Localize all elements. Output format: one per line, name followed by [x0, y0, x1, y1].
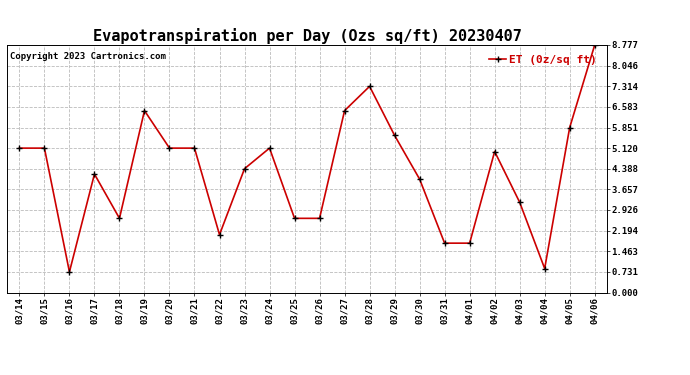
ET (0z/sq ft): [315, 216, 324, 220]
ET (0z/sq ft): [515, 200, 524, 204]
ET (0z/sq ft): [266, 146, 274, 150]
ET (0z/sq ft): [90, 172, 99, 176]
ET (0z/sq ft): [190, 146, 199, 150]
ET (0z/sq ft): [290, 216, 299, 220]
ET (0z/sq ft): [15, 146, 23, 150]
ET (0z/sq ft): [240, 166, 248, 171]
ET (0z/sq ft): [166, 146, 174, 150]
ET (0z/sq ft): [115, 216, 124, 220]
ET (0z/sq ft): [440, 241, 449, 245]
ET (0z/sq ft): [391, 133, 399, 138]
ET (0z/sq ft): [215, 232, 224, 237]
ET (0z/sq ft): [415, 177, 424, 182]
ET (0z/sq ft): [591, 43, 599, 47]
ET (0z/sq ft): [540, 266, 549, 271]
ET (0z/sq ft): [340, 108, 348, 113]
ET (0z/sq ft): [491, 149, 499, 154]
ET (0z/sq ft): [466, 241, 474, 245]
Line: ET (0z/sq ft): ET (0z/sq ft): [16, 42, 598, 275]
Text: Copyright 2023 Cartronics.com: Copyright 2023 Cartronics.com: [10, 53, 166, 62]
Title: Evapotranspiration per Day (Ozs sq/ft) 20230407: Evapotranspiration per Day (Ozs sq/ft) 2…: [92, 28, 522, 44]
Legend: ET (0z/sq ft): ET (0z/sq ft): [485, 51, 602, 69]
ET (0z/sq ft): [40, 146, 48, 150]
ET (0z/sq ft): [140, 108, 148, 113]
ET (0z/sq ft): [566, 125, 574, 130]
ET (0z/sq ft): [366, 84, 374, 88]
ET (0z/sq ft): [66, 270, 74, 274]
